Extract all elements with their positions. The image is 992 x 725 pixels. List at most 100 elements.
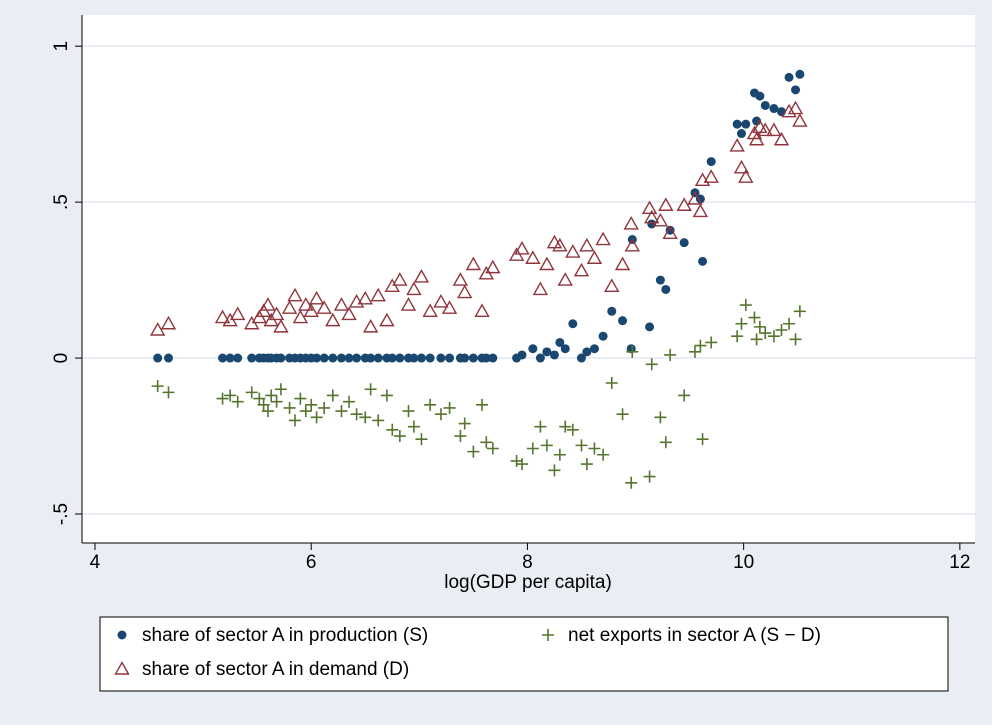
point [413,269,430,283]
point [658,197,674,211]
point [692,203,709,218]
legend-label: share of sector A in production (S) [142,625,428,646]
point [454,430,467,443]
point [773,131,790,146]
point [652,212,669,227]
point [163,353,173,363]
point [387,353,397,363]
point [452,272,469,286]
point [364,383,377,396]
point [579,237,595,252]
point [644,209,660,224]
point [560,344,570,354]
point [341,306,357,321]
point [795,69,805,79]
point [265,389,278,402]
point [655,275,665,285]
plot-area [82,15,975,543]
point [153,353,163,363]
point [694,339,707,352]
point [789,333,802,346]
point [597,448,610,461]
point [310,411,323,424]
point [224,389,237,402]
point [607,306,617,316]
point [759,327,772,340]
point [582,347,592,357]
point [308,290,325,305]
point [370,287,386,302]
point [424,398,437,411]
point [750,333,763,346]
point [678,389,691,402]
point [732,119,742,129]
point [273,318,289,333]
point [372,414,385,427]
point [614,256,631,271]
point [687,191,703,205]
point [393,430,406,443]
point [425,353,435,363]
point [294,392,307,405]
point [416,353,426,363]
point [151,380,164,393]
point [738,169,754,183]
point [645,358,658,371]
point [336,353,346,363]
point [595,231,611,246]
x-tick-label: 12 [949,552,970,573]
point [534,420,547,433]
point [373,353,383,363]
point [362,318,379,333]
y-tick-label: -.5 [51,503,72,525]
point [535,353,545,363]
point [350,408,363,421]
point [445,353,455,363]
y-tick-label: 0 [51,353,72,364]
point [784,72,794,82]
point [392,272,408,286]
legend-marker [117,630,127,640]
point [792,113,808,127]
point [386,423,399,436]
point [661,284,671,294]
point [705,336,718,349]
point [319,353,329,363]
point [783,317,796,330]
point [539,256,555,271]
point [344,353,354,363]
point [733,159,750,174]
point [225,353,235,363]
point [335,405,348,418]
point [696,433,709,446]
point [769,104,779,114]
point [688,345,701,358]
point [604,278,620,293]
point [458,417,471,430]
point [214,309,231,324]
point [409,353,419,363]
point [748,131,765,146]
point [755,91,765,101]
point [517,350,527,360]
point [395,353,405,363]
legend-marker [114,661,130,675]
point [281,300,298,314]
point [333,297,350,311]
point [443,401,456,414]
point [767,330,780,343]
point [552,237,568,252]
point [476,398,489,411]
point [276,353,286,363]
point [791,85,801,95]
legend [99,616,949,692]
point [245,386,258,399]
point [573,262,590,277]
point [514,240,530,255]
point [731,330,744,343]
point [787,100,804,115]
point [436,353,446,363]
point [566,423,579,436]
point [698,256,708,266]
point [480,436,493,449]
